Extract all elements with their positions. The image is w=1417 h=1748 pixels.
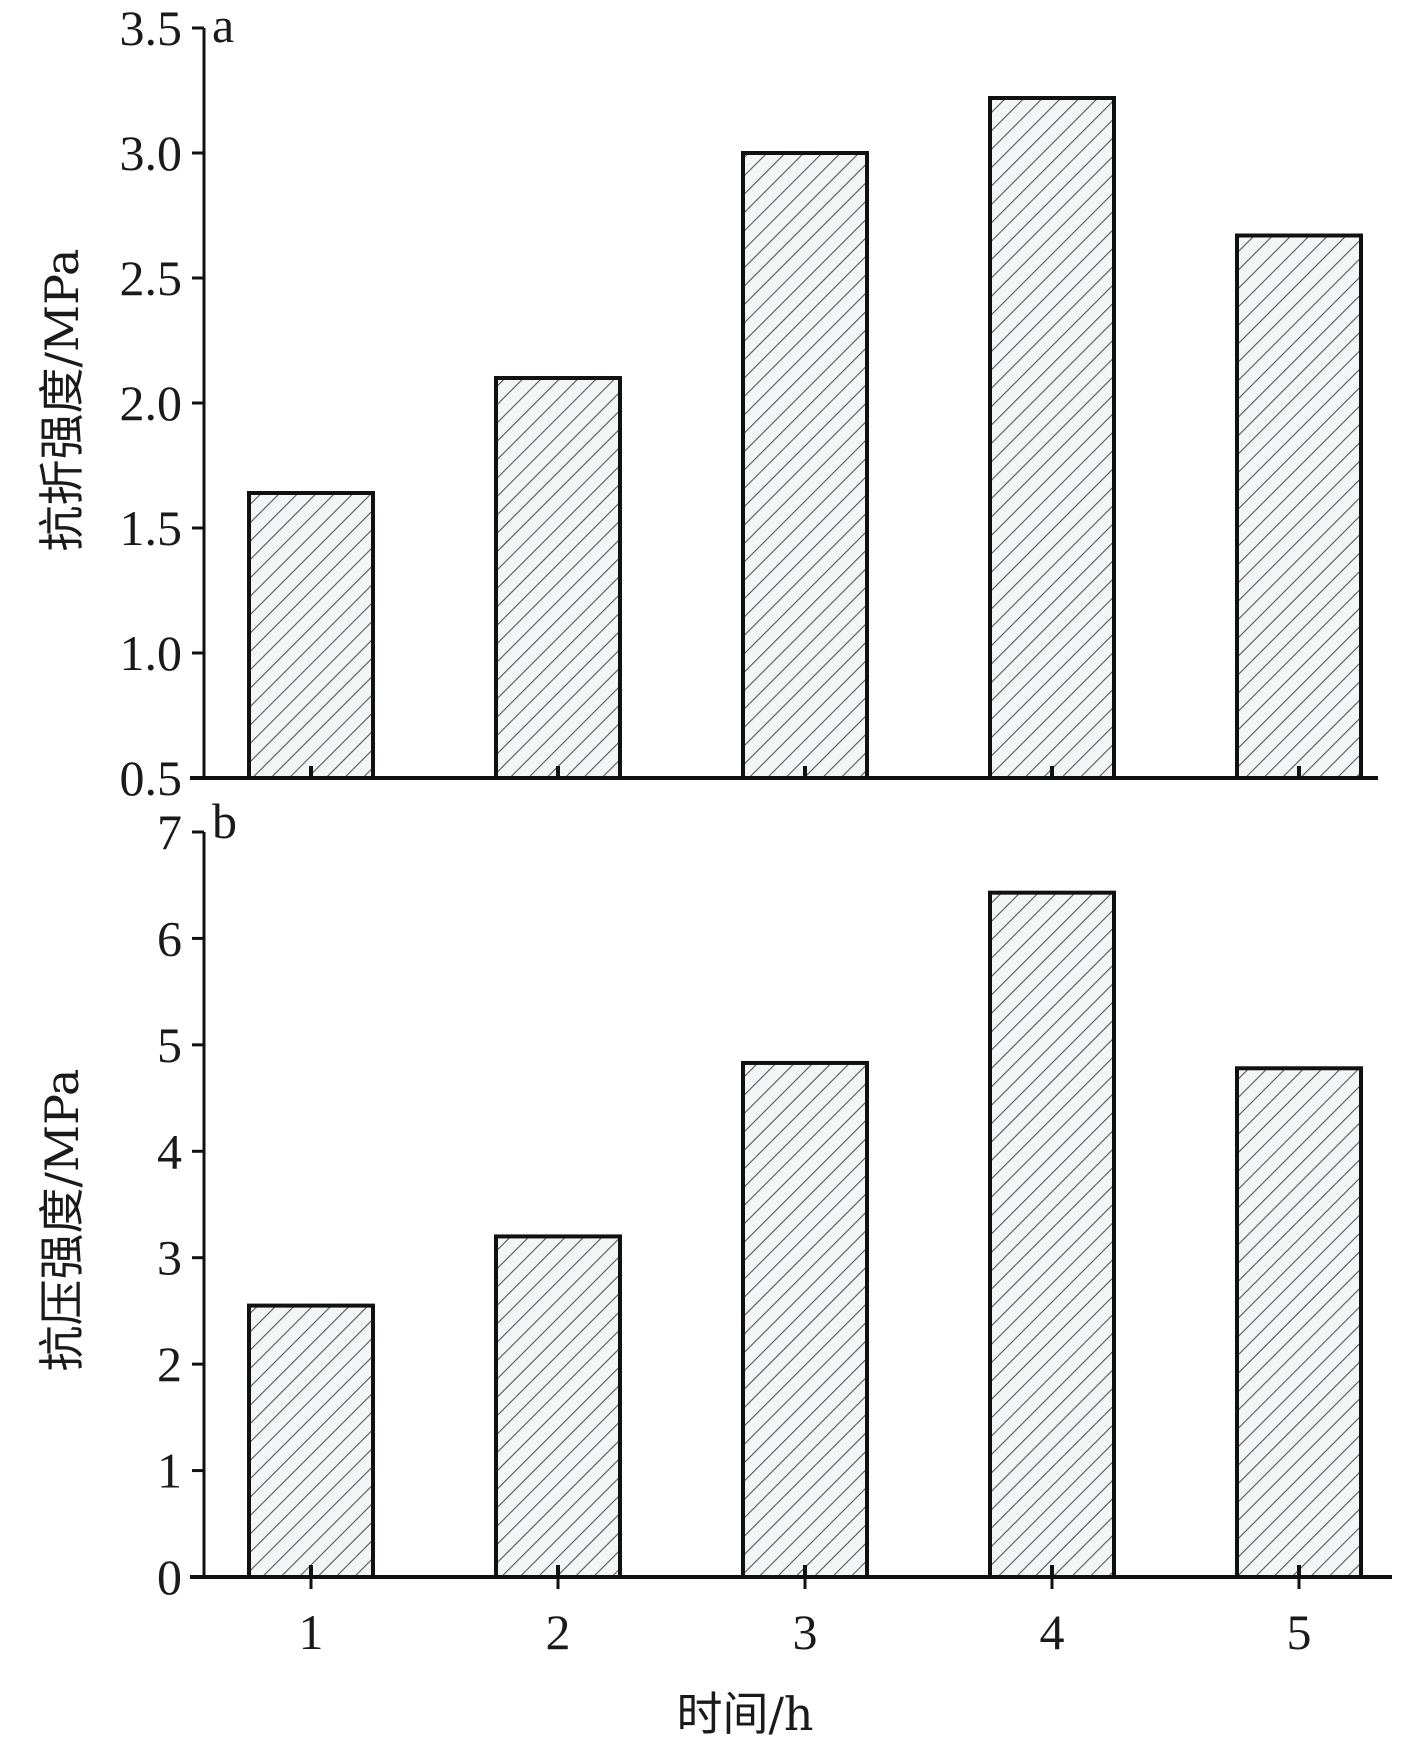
panel-b-letter: b	[212, 793, 237, 849]
y-tick-label: 3	[157, 1230, 182, 1286]
panel-b-bars	[190, 890, 1392, 1580]
bar-5	[1235, 233, 1363, 780]
panel-b: b 0 1 2 3 4 5 6 7 1 2 3 4 5 抗压强度/MPa 时间/h	[35, 793, 1392, 1741]
panel-a: a 0.5 1.0 1.5 2.0 2.5 3.0 3.5 抗折强度/MPa	[35, 0, 1378, 806]
y-tick-label: 6	[157, 910, 182, 966]
y-tick-label: 2.5	[120, 250, 183, 306]
bar-2	[494, 1234, 622, 1580]
bar-1	[247, 491, 375, 780]
panel-a-letter: a	[212, 0, 234, 53]
x-tick-label: 1	[299, 1604, 324, 1660]
y-tick-label: 4	[157, 1123, 182, 1179]
bar-4	[988, 890, 1116, 1579]
x-axis-title: 时间/h	[676, 1687, 813, 1741]
y-tick-label: 1.5	[120, 500, 183, 556]
y-tick-label: 2	[157, 1336, 182, 1392]
y-tick-label: 7	[157, 804, 182, 860]
bar-1	[247, 1303, 375, 1580]
x-tick-label: 3	[793, 1604, 818, 1660]
y-tick-label: 3.0	[120, 125, 183, 181]
x-tick-label: 4	[1040, 1604, 1065, 1660]
y-tick-label: 0	[157, 1549, 182, 1605]
panel-b-y-axis-title: 抗压强度/MPa	[35, 1069, 89, 1372]
y-tick-label: 1.0	[120, 625, 183, 681]
y-tick-label: 2.0	[120, 375, 183, 431]
bar-5	[1235, 1066, 1363, 1580]
bar-2	[494, 376, 622, 780]
panel-b-y-ticks: 0 1 2 3 4 5 6 7	[157, 804, 204, 1605]
panel-a-y-axis-title: 抗折强度/MPa	[35, 249, 89, 552]
x-tick-label: 5	[1287, 1604, 1312, 1660]
y-tick-label: 5	[157, 1017, 182, 1073]
bar-3	[741, 151, 869, 780]
bar-4	[988, 96, 1116, 780]
panel-b-x-ticks: 1 2 3 4 5	[299, 1577, 1312, 1660]
panel-a-y-ticks: 0.5 1.0 1.5 2.0 2.5 3.0 3.5	[120, 0, 204, 806]
panel-a-bars	[190, 96, 1378, 780]
bar-3	[741, 1060, 869, 1579]
y-tick-label: 3.5	[120, 0, 183, 56]
y-tick-label: 1	[157, 1443, 182, 1499]
y-tick-label: 0.5	[120, 750, 183, 806]
x-tick-label: 2	[546, 1604, 571, 1660]
